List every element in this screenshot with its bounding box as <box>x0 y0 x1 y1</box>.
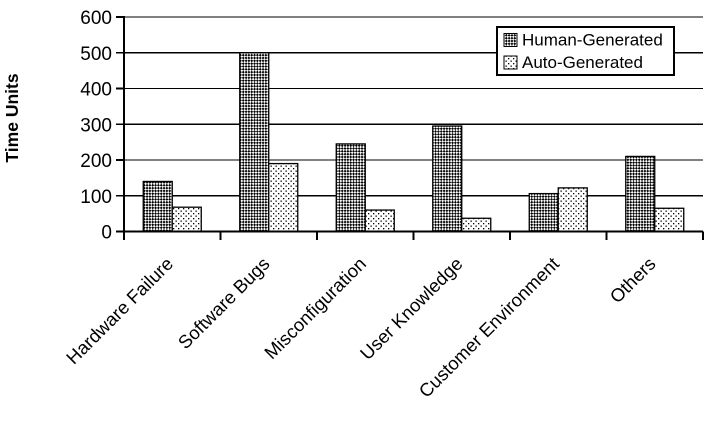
y-tick-label-100: 100 <box>80 187 112 208</box>
axes <box>116 16 704 240</box>
bar-auto-generated-user-knowledge <box>461 217 492 233</box>
legend-label-human-generated: Human-Generated <box>522 31 663 50</box>
y-tick-label-400: 400 <box>80 80 112 101</box>
legend-swatch-human-generated <box>503 33 518 47</box>
bar-auto-generated-customer-environment <box>557 187 588 233</box>
bars-group <box>142 52 685 233</box>
x-category-label-hardware-failure: Hardware Failure <box>62 253 177 368</box>
y-tick-label-500: 500 <box>80 44 112 65</box>
bar-human-generated-customer-environment <box>528 192 559 233</box>
x-category-label-others: Others <box>605 253 659 307</box>
y-tick-label-300: 300 <box>80 115 112 136</box>
bar-human-generated-hardware-failure <box>142 180 173 233</box>
legend-box <box>496 26 675 76</box>
bar-auto-generated-others <box>654 207 685 233</box>
y-tick-label-200: 200 <box>80 151 112 172</box>
bar-human-generated-others <box>625 155 656 233</box>
x-category-label-misconfiguration: Misconfiguration <box>260 253 370 363</box>
gridlines <box>124 16 703 197</box>
bar-human-generated-misconfiguration <box>335 143 366 233</box>
legend: Human-Generated Auto-Generated <box>496 26 675 76</box>
y-tick-label-600: 600 <box>80 8 112 29</box>
bar-auto-generated-software-bugs <box>268 162 299 233</box>
y-tick-label-0: 0 <box>101 223 112 244</box>
legend-label-auto-generated: Auto-Generated <box>522 53 643 72</box>
bar-human-generated-user-knowledge <box>432 125 463 233</box>
x-category-label-user-knowledge: User Knowledge <box>356 253 467 364</box>
y-axis-title: Time Units <box>2 73 22 162</box>
y-axis-tick-labels: 0 100 200 300 400 500 600 <box>80 8 112 244</box>
legend-swatch-auto-generated <box>503 55 518 70</box>
x-category-label-software-bugs: Software Bugs <box>174 253 274 353</box>
bar-human-generated-software-bugs <box>239 52 270 233</box>
bar-auto-generated-hardware-failure <box>171 206 202 233</box>
bar-auto-generated-misconfiguration <box>364 209 395 233</box>
